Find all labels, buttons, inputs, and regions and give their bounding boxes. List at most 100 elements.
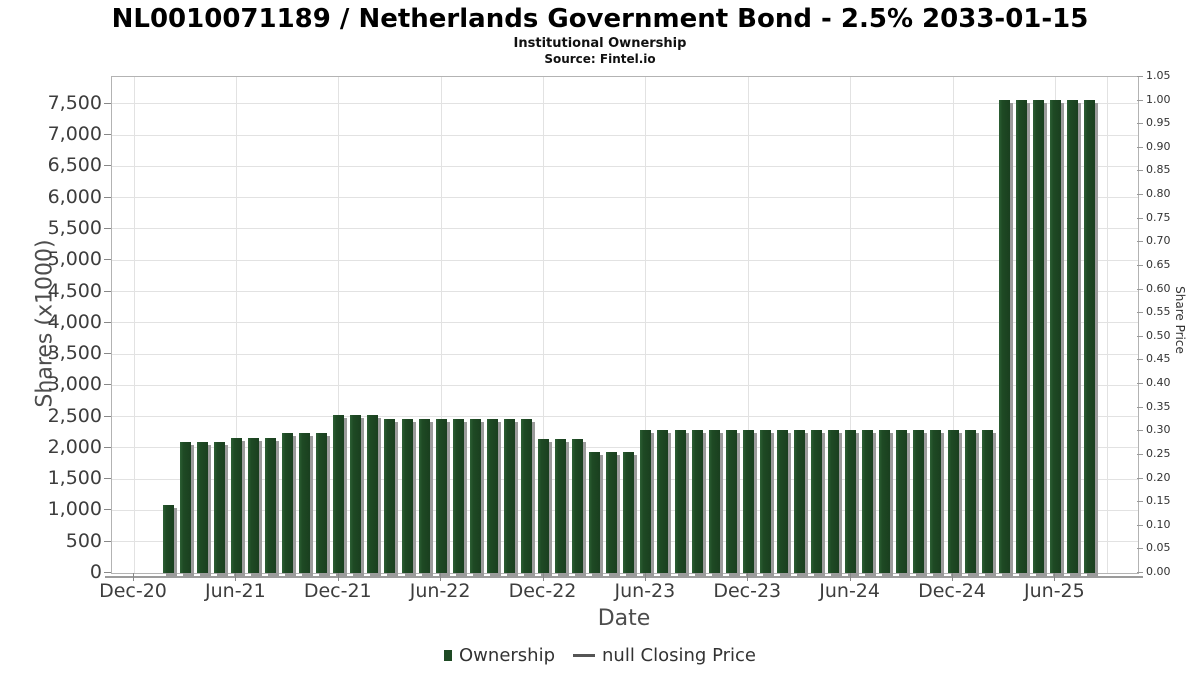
ownership-bar <box>196 441 208 573</box>
x-axis-label: Date <box>597 606 651 631</box>
v-gridline <box>543 77 544 573</box>
legend-item-price: null Closing Price <box>573 645 756 666</box>
ownership-bar <box>759 430 771 573</box>
y-right-tick-label: 0.35 <box>1146 399 1171 413</box>
v-gridline <box>1106 77 1108 573</box>
y-right-tick-mark <box>1137 524 1143 526</box>
y-left-tick-label: 4,000 <box>47 310 102 333</box>
y-right-tick-mark <box>1137 312 1143 314</box>
ownership-bar <box>538 438 549 573</box>
ownership-bar <box>930 430 942 573</box>
x-tick-label: Jun-24 <box>819 580 880 602</box>
ownership-bar <box>418 419 430 573</box>
ownership-bar <box>299 432 311 573</box>
y-right-tick-label: 0.60 <box>1146 281 1171 295</box>
y-left-tick-mark <box>104 165 111 167</box>
y-right-tick-label: 0.70 <box>1146 234 1171 248</box>
y-left-tick-mark <box>104 259 111 261</box>
ownership-bar <box>640 430 652 573</box>
y-right-tick-mark <box>1137 217 1143 219</box>
y-right-tick-mark <box>1137 430 1143 432</box>
y-left-tick-mark <box>104 540 111 542</box>
y-right-tick-label: 0.20 <box>1146 470 1171 484</box>
ownership-bar <box>555 438 567 573</box>
y-right-tick-mark <box>1137 572 1143 573</box>
y-left-tick-mark <box>104 384 111 386</box>
ownership-bar <box>811 430 822 573</box>
y-left-tick-label: 500 <box>65 529 102 552</box>
ownership-bar <box>265 437 276 573</box>
ownership-bar <box>179 441 191 573</box>
ownership-bar <box>282 432 294 573</box>
x-tick-label: Jun-23 <box>614 580 676 602</box>
h-gridline <box>112 228 1138 230</box>
ownership-bar <box>452 419 464 573</box>
y-right-tick-label: 0.40 <box>1146 376 1171 390</box>
y-left-tick-mark <box>104 290 111 292</box>
v-gridline <box>850 77 852 573</box>
y-left-tick-label: 5,500 <box>47 216 102 239</box>
x-tick-mark <box>952 573 953 581</box>
y-left-tick-mark <box>104 509 111 511</box>
x-tick-label: Jun-22 <box>409 580 471 602</box>
ownership-marker-icon <box>444 650 453 661</box>
x-tick-mark <box>337 573 339 581</box>
y-right-tick-mark <box>1137 264 1143 266</box>
h-gridline <box>112 103 1138 105</box>
y-left-tick-label: 4,500 <box>47 279 102 302</box>
ownership-bar <box>1066 100 1078 573</box>
y-right-tick-mark <box>1137 288 1143 290</box>
x-tick-mark <box>1054 573 1056 581</box>
v-gridline <box>133 77 135 573</box>
ownership-bar <box>981 430 993 573</box>
y-left-tick-mark <box>104 415 111 417</box>
ownership-bar <box>350 415 362 573</box>
h-gridline <box>112 165 1138 167</box>
x-tick-mark <box>133 573 134 581</box>
h-gridline <box>112 447 1138 449</box>
ownership-bar <box>879 430 891 573</box>
ownership-bar <box>674 430 686 573</box>
y-left-tick-label: 2,500 <box>47 404 102 427</box>
y-left-tick-label: 3,000 <box>47 373 102 396</box>
y-right-tick-mark <box>1137 76 1143 77</box>
ownership-bar <box>657 430 669 573</box>
y-axis-label-right: Share Price <box>1173 286 1187 354</box>
v-gridline <box>747 77 749 573</box>
x-tick-label: Dec-20 <box>99 580 167 602</box>
ownership-bar <box>230 437 242 573</box>
x-tick-mark <box>747 573 749 581</box>
y-right-tick-label: 0.10 <box>1146 517 1171 531</box>
h-gridline <box>112 322 1138 324</box>
y-left-tick-label: 7,500 <box>47 91 102 114</box>
legend-ownership-label: Ownership <box>459 645 556 666</box>
v-gridline <box>952 77 954 573</box>
y-right-tick-label: 0.50 <box>1146 328 1171 342</box>
ownership-bar <box>384 419 396 573</box>
ownership-bar <box>520 419 532 573</box>
ownership-bar <box>998 100 1010 573</box>
y-left-tick-label: 1,500 <box>47 467 102 490</box>
x-tick-label: Jun-25 <box>1024 580 1085 602</box>
v-gridline <box>235 77 237 573</box>
v-gridline <box>645 77 647 573</box>
x-tick-mark <box>542 573 544 581</box>
ownership-bar <box>623 451 635 573</box>
y-right-tick-mark <box>1137 406 1143 408</box>
ownership-bar <box>862 430 874 573</box>
y-right-tick-label: 0.90 <box>1146 139 1171 153</box>
ownership-bar <box>162 504 174 573</box>
x-axis-line <box>105 576 1143 578</box>
ownership-bar <box>572 438 584 573</box>
y-left-tick-label: 0 <box>89 561 102 583</box>
ownership-bar <box>247 437 259 573</box>
legend: Ownership null Closing Price <box>0 645 1200 666</box>
chart-source: Source: Fintel.io <box>544 52 656 66</box>
y-right-tick-label: 0.30 <box>1146 423 1171 437</box>
y-right-tick-mark <box>1137 548 1143 550</box>
y-left-tick-label: 1,000 <box>47 498 102 521</box>
h-gridline <box>112 197 1138 199</box>
ownership-bar <box>708 430 720 573</box>
x-tick-mark <box>235 573 237 581</box>
